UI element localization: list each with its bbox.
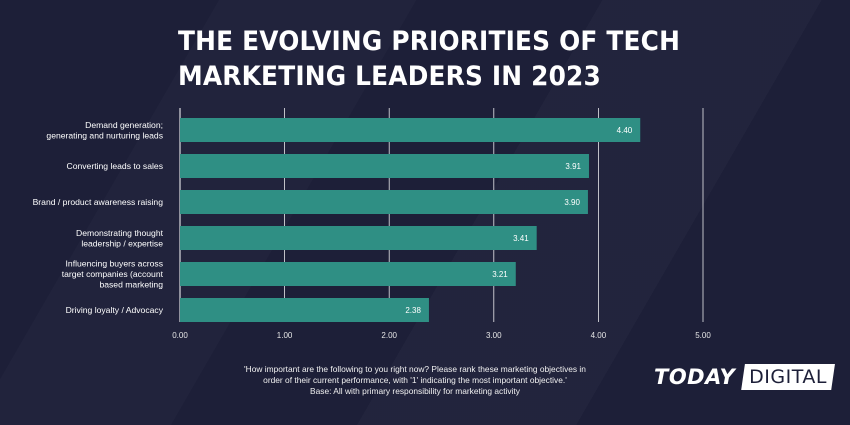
category-label: Demonstrating thought leadership / expert… bbox=[76, 228, 164, 249]
footnote-line-1: 'How important are the following to you … bbox=[244, 364, 586, 374]
chart-title-line-2: MARKETING LEADERS IN 2023 bbox=[178, 61, 601, 92]
bar bbox=[180, 154, 589, 178]
footnote-line-3: Base: All with primary responsibility fo… bbox=[310, 386, 520, 396]
data-label: 3.91 bbox=[565, 162, 581, 171]
logo-word-today: TODAY bbox=[654, 365, 736, 389]
data-label: 3.41 bbox=[513, 234, 529, 243]
category-label: Influencing buyers across target companie… bbox=[62, 259, 164, 290]
bar bbox=[180, 262, 516, 286]
data-label: 3.21 bbox=[492, 270, 508, 279]
footnote-line-2: order of their current performance, with… bbox=[263, 375, 567, 385]
x-tick-label: 4.00 bbox=[591, 331, 607, 340]
footnote: 'How important are the following to you … bbox=[200, 364, 630, 397]
x-tick-label: 3.00 bbox=[486, 331, 502, 340]
category-label: Demand generation; generating and nurturi… bbox=[46, 120, 163, 141]
category-label: Converting leads to sales bbox=[67, 161, 164, 171]
bar bbox=[180, 226, 537, 250]
bar bbox=[180, 118, 641, 142]
chart-title-line-1: THE EVOLVING PRIORITIES OF TECH bbox=[178, 26, 681, 57]
bar bbox=[180, 298, 429, 322]
x-tick-label: 1.00 bbox=[277, 331, 293, 340]
category-label: Driving loyalty / Advocacy bbox=[66, 305, 164, 315]
bars: 4.40 3.91 3.90 3.41 3.21 2.38 bbox=[180, 118, 641, 322]
today-digital-logo: TODAY DIGITAL bbox=[654, 362, 835, 392]
bar bbox=[180, 190, 588, 214]
category-label: Brand / product awareness raising bbox=[33, 197, 164, 207]
logo-word-digital: DIGITAL bbox=[741, 364, 835, 390]
data-label: 4.40 bbox=[617, 126, 633, 135]
chart-title: THE EVOLVING PRIORITIES OF TECH MARKETIN… bbox=[178, 24, 693, 94]
x-tick-label: 5.00 bbox=[695, 331, 711, 340]
data-label: 2.38 bbox=[405, 306, 421, 315]
gridlines bbox=[179, 108, 704, 322]
data-label: 3.90 bbox=[564, 198, 580, 207]
category-labels: Demand generation; generating and nurturi… bbox=[33, 120, 164, 315]
x-axis-ticks: 0.00 1.00 2.00 3.00 4.00 5.00 bbox=[172, 331, 711, 340]
x-tick-label: 2.00 bbox=[381, 331, 397, 340]
x-tick-label: 0.00 bbox=[172, 331, 188, 340]
